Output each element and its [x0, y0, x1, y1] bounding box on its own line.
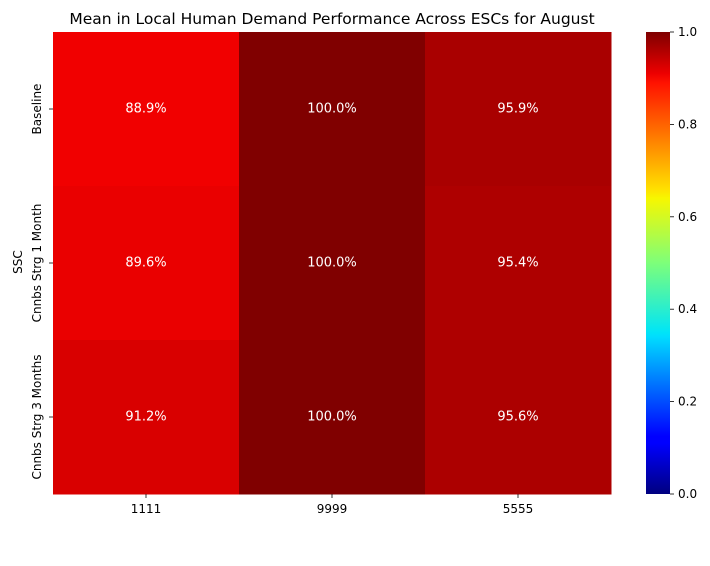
heatmap-cell-labels: 88.9% 100.0% 95.9% 89.6% 100.0% 95.4% 91.2% 100… [125, 102, 538, 425]
colorbar-ticks: 0.0 0.2 0.4 0.6 0.8 1.0 [670, 25, 697, 501]
heatmap-cell [53, 32, 240, 187]
cell-value-label: 100.0% [307, 102, 357, 117]
y-tick-label: Cnnbs Strg 3 Months [30, 354, 44, 479]
y-tick-label: Baseline [30, 84, 44, 135]
x-tick-label: 5555 [503, 502, 534, 516]
heatmap-cell [239, 340, 426, 495]
cell-value-label: 95.6% [497, 410, 538, 425]
colorbar-tick-label: 0.8 [678, 117, 697, 131]
x-tick-label: 9999 [317, 502, 348, 516]
heatmap-cell [239, 32, 426, 187]
cell-value-label: 95.4% [497, 256, 538, 271]
heatmap-cell [425, 186, 612, 341]
x-axis: 1111 9999 5555 [131, 494, 534, 516]
y-axis: Baseline Cnnbs Strg 1 Month Cnnbs Strg 3 M… [30, 84, 53, 480]
heatmap-cell [425, 340, 612, 495]
colorbar-tick-label: 0.6 [678, 210, 697, 224]
heatmap-cell [239, 186, 426, 341]
colorbar-tick-label: 0.2 [678, 395, 697, 409]
colorbar-gradient [646, 32, 670, 494]
cell-value-label: 89.6% [125, 256, 166, 271]
cell-value-label: 88.9% [125, 102, 166, 117]
colorbar-tick-label: 0.4 [678, 302, 697, 316]
colorbar-tick-label: 1.0 [678, 25, 697, 39]
cell-value-label: 100.0% [307, 256, 357, 271]
y-tick-label: Cnnbs Strg 1 Month [30, 204, 44, 323]
heatmap-cell [425, 32, 612, 187]
cell-value-label: 91.2% [125, 410, 166, 425]
y-axis-label: SSC [11, 250, 25, 274]
x-tick-label: 1111 [131, 502, 162, 516]
cell-value-label: 95.9% [497, 102, 538, 117]
heatmap-cell [53, 186, 240, 341]
heatmap-cell [53, 340, 240, 495]
chart-title: Mean in Local Human Demand Performance A… [69, 10, 594, 28]
colorbar [646, 32, 670, 494]
cell-value-label: 100.0% [307, 410, 357, 425]
heatmap-cells [53, 32, 612, 495]
colorbar-tick-label: 0.0 [678, 487, 697, 501]
